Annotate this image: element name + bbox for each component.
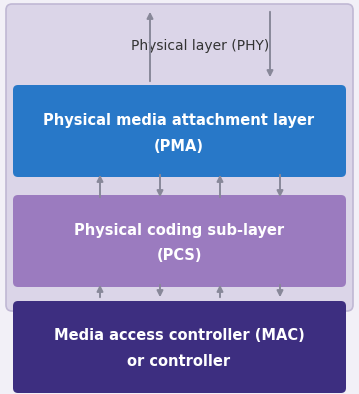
FancyBboxPatch shape [13,195,346,287]
Text: (PCS): (PCS) [156,249,202,264]
Text: Physical layer (PHY): Physical layer (PHY) [131,39,269,53]
FancyBboxPatch shape [6,4,353,311]
Text: Media access controller (MAC): Media access controller (MAC) [53,329,304,344]
Text: Physical media attachment layer: Physical media attachment layer [43,113,314,128]
Text: (PMA): (PMA) [154,139,204,154]
Text: Physical coding sub-layer: Physical coding sub-layer [74,223,284,238]
FancyBboxPatch shape [13,301,346,393]
FancyBboxPatch shape [13,85,346,177]
Text: or controller: or controller [127,355,230,370]
